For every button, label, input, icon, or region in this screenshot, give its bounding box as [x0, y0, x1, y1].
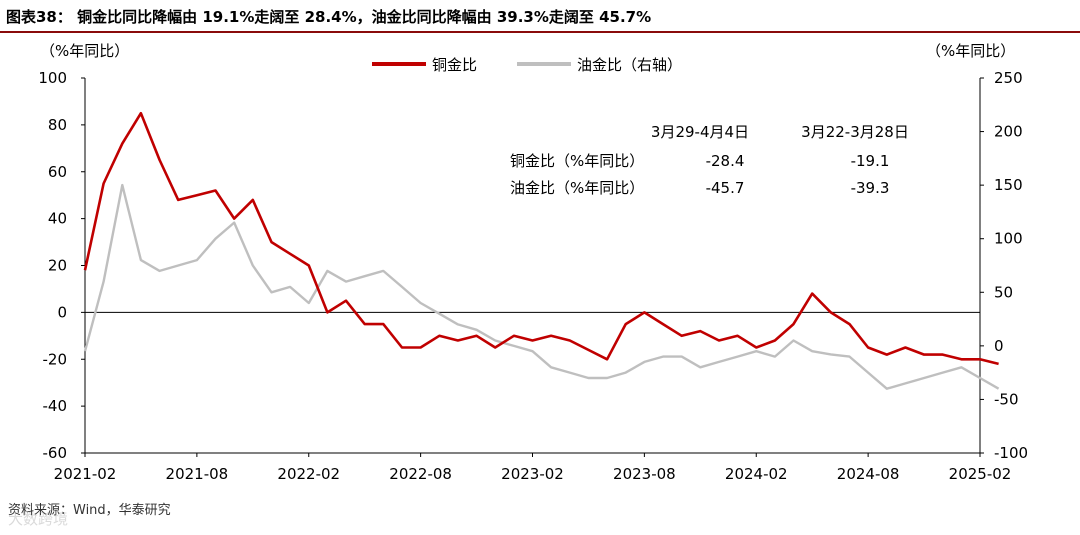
- title-divider: [0, 31, 1080, 33]
- x-tick-label: 2024-08: [837, 465, 900, 483]
- left-tick-label: 20: [48, 257, 67, 275]
- left-tick-label: 80: [48, 116, 67, 134]
- x-tick-label: 2023-02: [501, 465, 564, 483]
- table-cell-current: -28.4: [706, 152, 745, 170]
- oil-gold-series-line: [83, 183, 1000, 390]
- table-header-current-week: 3月29-4月4日: [651, 123, 749, 141]
- left-tick-label: 60: [48, 163, 67, 181]
- legend-oil-gold-label: 油金比（右轴）: [577, 56, 682, 74]
- table-cell-previous: -19.1: [851, 152, 890, 170]
- right-tick-label: 200: [994, 123, 1023, 141]
- left-tick-label: -60: [43, 444, 68, 462]
- left-tick-label: 40: [48, 210, 67, 228]
- right-tick-label: 50: [994, 283, 1013, 301]
- right-axis-unit-label: （%年同比）: [926, 42, 1015, 60]
- right-tick-label: 250: [994, 69, 1023, 87]
- x-tick-label: 2025-02: [949, 465, 1012, 483]
- table-row-label: 铜金比（%年同比）: [510, 152, 644, 170]
- figure-title: 图表38： 铜金比同比降幅由 19.1%走阔至 28.4%，油金比同比降幅由 3…: [6, 8, 652, 26]
- right-tick-label: 0: [994, 337, 1004, 355]
- x-tick-label: 2022-02: [277, 465, 340, 483]
- source-note: 资料来源：Wind，华泰研究: [8, 503, 171, 518]
- watermark: 大数跨境: [8, 510, 69, 528]
- right-tick-label: -100: [994, 444, 1028, 462]
- x-tick-label: 2023-08: [613, 465, 676, 483]
- right-tick-label: -50: [994, 390, 1019, 408]
- x-tick-label: 2024-02: [725, 465, 788, 483]
- x-tick-label: 2022-08: [389, 465, 452, 483]
- table-header-previous-week: 3月22-3月28日: [801, 123, 909, 141]
- left-tick-label: 100: [38, 69, 67, 87]
- table-cell-current: -45.7: [706, 179, 745, 197]
- legend-copper-gold-label: 铜金比: [432, 56, 477, 74]
- table-row-label: 油金比（%年同比）: [510, 179, 644, 197]
- left-axis-unit-label: （%年同比）: [40, 42, 129, 60]
- left-tick-label: 0: [57, 303, 67, 321]
- x-tick-label: 2021-02: [54, 465, 117, 483]
- left-tick-label: -40: [43, 397, 68, 415]
- left-tick-label: -20: [43, 350, 68, 368]
- right-tick-label: 150: [994, 176, 1023, 194]
- table-cell-previous: -39.3: [851, 179, 890, 197]
- x-tick-label: 2021-08: [166, 465, 229, 483]
- right-tick-label: 100: [994, 230, 1023, 248]
- copper-gold-series-line: [83, 111, 999, 366]
